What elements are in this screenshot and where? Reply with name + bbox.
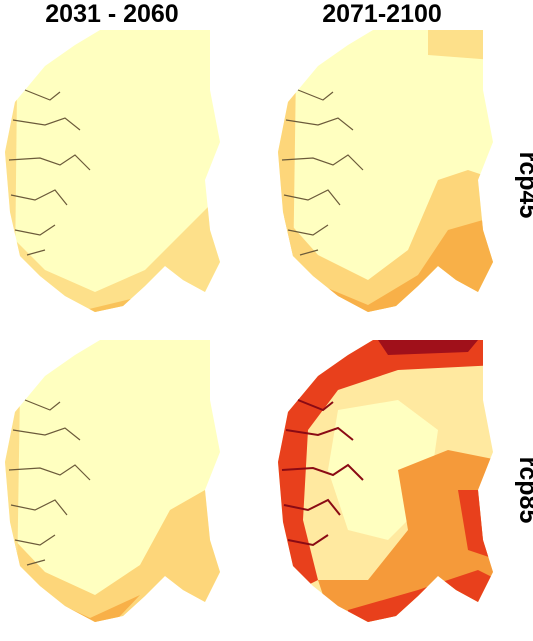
map-panel xyxy=(273,25,503,330)
row-label: rcp85 xyxy=(514,457,533,524)
map-panel xyxy=(273,335,503,636)
map-panel xyxy=(0,25,230,330)
column-label: 2071-2100 xyxy=(322,0,442,28)
map-panel xyxy=(0,335,230,636)
figure: 2031 - 2060 2071-2100 rcp45 rcp85 xyxy=(0,0,533,636)
column-label: 2031 - 2060 xyxy=(45,0,178,28)
row-label: rcp45 xyxy=(514,152,533,219)
